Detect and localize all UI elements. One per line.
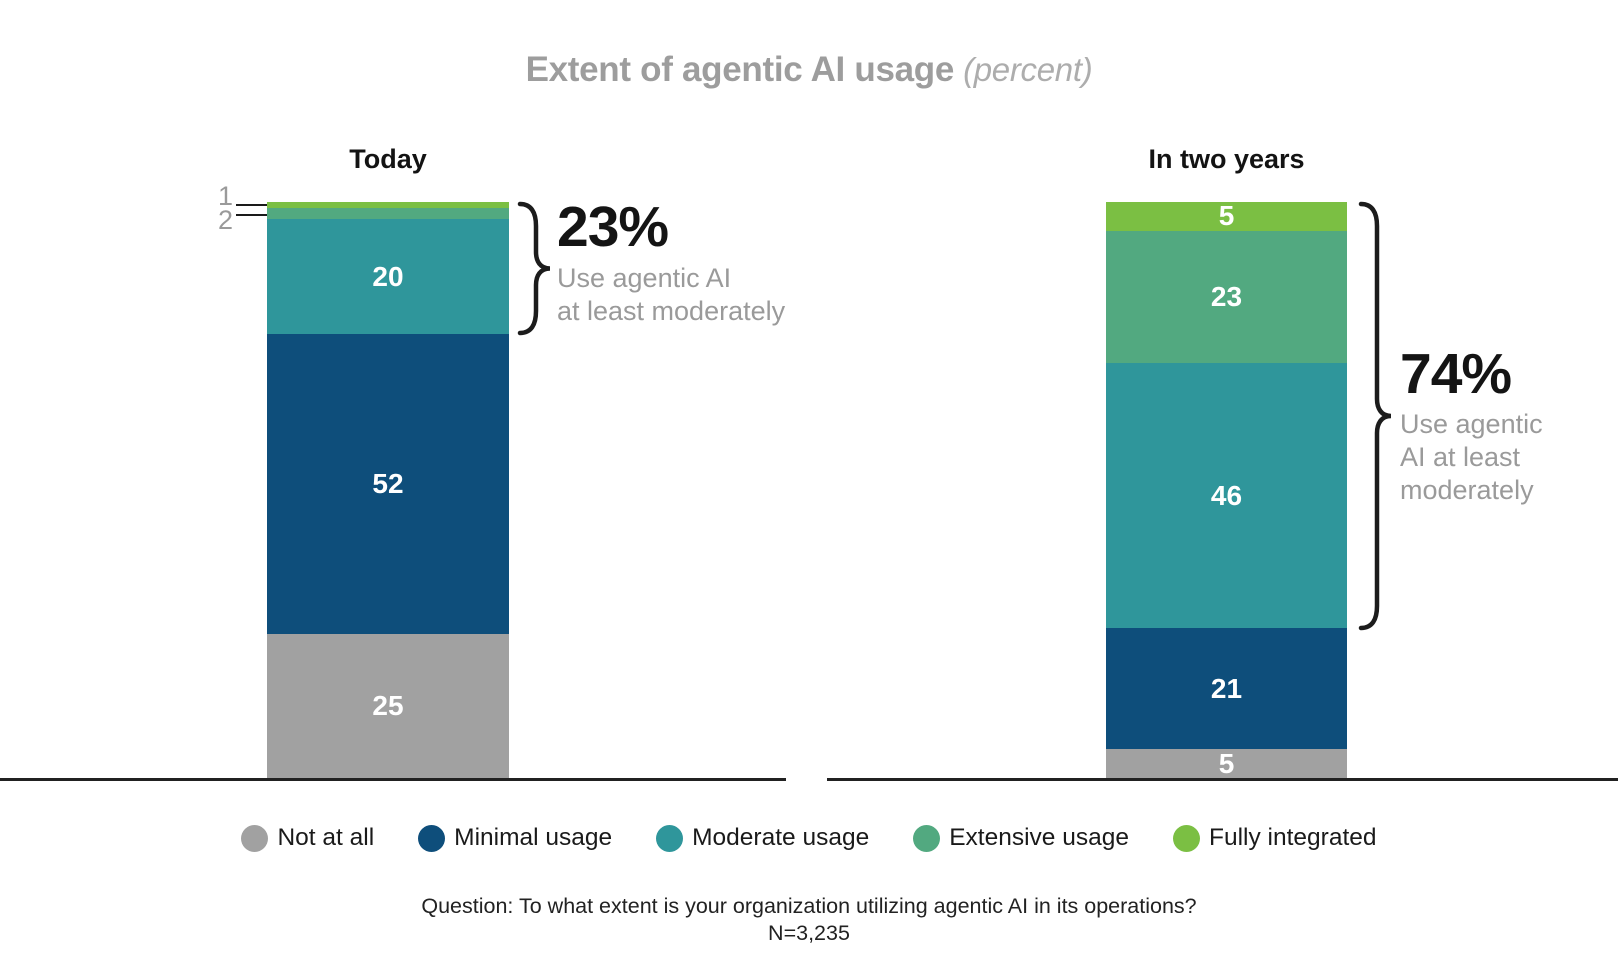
caption-line: AI at least xyxy=(1400,442,1521,472)
legend-dot-icon xyxy=(656,824,684,852)
chart-title-qualifier: (percent) xyxy=(963,51,1093,88)
bar-segment-extensive-usage xyxy=(267,207,509,220)
percent-callout-today: 23% xyxy=(557,195,669,259)
bar-segment-moderate-usage: 20 xyxy=(267,219,509,335)
chart-title-main: Extent of agentic AI usage xyxy=(525,50,955,89)
legend-dot-icon xyxy=(1173,824,1200,852)
chart-title: Extent of agentic AI usage (percent) xyxy=(0,50,1618,90)
axis-baseline-right-segment xyxy=(827,778,1618,781)
stacked-bar-in-two-years: 5 23 46 21 5 xyxy=(1106,202,1347,778)
caption-line: moderately xyxy=(1400,475,1534,505)
segment-value-label: 21 xyxy=(1210,672,1243,704)
caption-line: Use agentic AI xyxy=(557,263,732,293)
axis-baseline-left-segment xyxy=(0,778,786,781)
segment-value-label: 23 xyxy=(1210,281,1243,313)
footnote-question: Question: To what extent is your organiz… xyxy=(421,894,1197,918)
callout-leader-line-1 xyxy=(236,204,267,206)
legend-label: Minimal usage xyxy=(454,824,613,851)
stacked-bar-today: 20 52 25 xyxy=(267,202,509,778)
percent-callout-today-caption: Use agentic AI at least moderately xyxy=(557,262,785,328)
bracket-brace-in-two-years xyxy=(1358,201,1392,631)
legend-item-extensive-usage: Extensive usage xyxy=(913,824,1129,852)
footnote-sample-size: N=3,235 xyxy=(768,921,850,945)
legend-label: Moderate usage xyxy=(692,824,870,851)
segment-value-label: 5 xyxy=(1218,202,1235,231)
column-header-in-two-years: In two years xyxy=(1148,144,1305,174)
bar-segment-minimal-usage: 52 xyxy=(267,334,509,634)
bar-segment-fully-integrated xyxy=(267,202,509,208)
legend: Not at all Minimal usage Moderate usage Ext… xyxy=(0,824,1618,852)
segment-value-label: 46 xyxy=(1210,479,1243,511)
bar-segment-extensive-usage: 23 xyxy=(1106,230,1347,364)
callout-leader-line-2 xyxy=(236,214,267,216)
bracket-brace-today xyxy=(517,201,551,336)
percent-callout-in-two-years-caption: Use agentic AI at least moderately xyxy=(1400,408,1543,507)
bar-segment-fully-integrated: 5 xyxy=(1106,202,1347,231)
legend-item-moderate-usage: Moderate usage xyxy=(656,824,869,852)
footnote: Question: To what extent is your organiz… xyxy=(0,893,1618,947)
segment-value-label: 5 xyxy=(1218,749,1235,778)
legend-label: Not at all xyxy=(277,824,375,851)
legend-item-fully-integrated: Fully integrated xyxy=(1173,824,1377,852)
segment-value-label: 25 xyxy=(372,689,404,721)
legend-item-not-at-all: Not at all xyxy=(241,824,374,852)
callout-label-extensive: 2 xyxy=(217,205,233,235)
bar-segment-moderate-usage: 46 xyxy=(1106,363,1347,629)
column-header-today: Today xyxy=(349,144,427,174)
caption-line: at least moderately xyxy=(557,296,786,326)
legend-dot-icon xyxy=(418,824,446,852)
percent-callout-in-two-years: 74% xyxy=(1400,342,1512,406)
bar-segment-not-at-all: 5 xyxy=(1106,749,1347,778)
bar-segment-not-at-all: 25 xyxy=(267,633,509,778)
caption-line: Use agentic xyxy=(1400,409,1543,439)
bar-segment-minimal-usage: 21 xyxy=(1106,628,1347,750)
legend-label: Extensive usage xyxy=(949,824,1129,851)
legend-dot-icon xyxy=(913,824,941,852)
legend-label: Fully integrated xyxy=(1209,824,1377,851)
segment-value-label: 20 xyxy=(372,260,404,292)
callout-label-fully-integrated: 1 xyxy=(217,181,233,211)
legend-dot-icon xyxy=(241,824,269,852)
legend-item-minimal-usage: Minimal usage xyxy=(418,824,612,852)
segment-value-label: 52 xyxy=(372,468,404,500)
